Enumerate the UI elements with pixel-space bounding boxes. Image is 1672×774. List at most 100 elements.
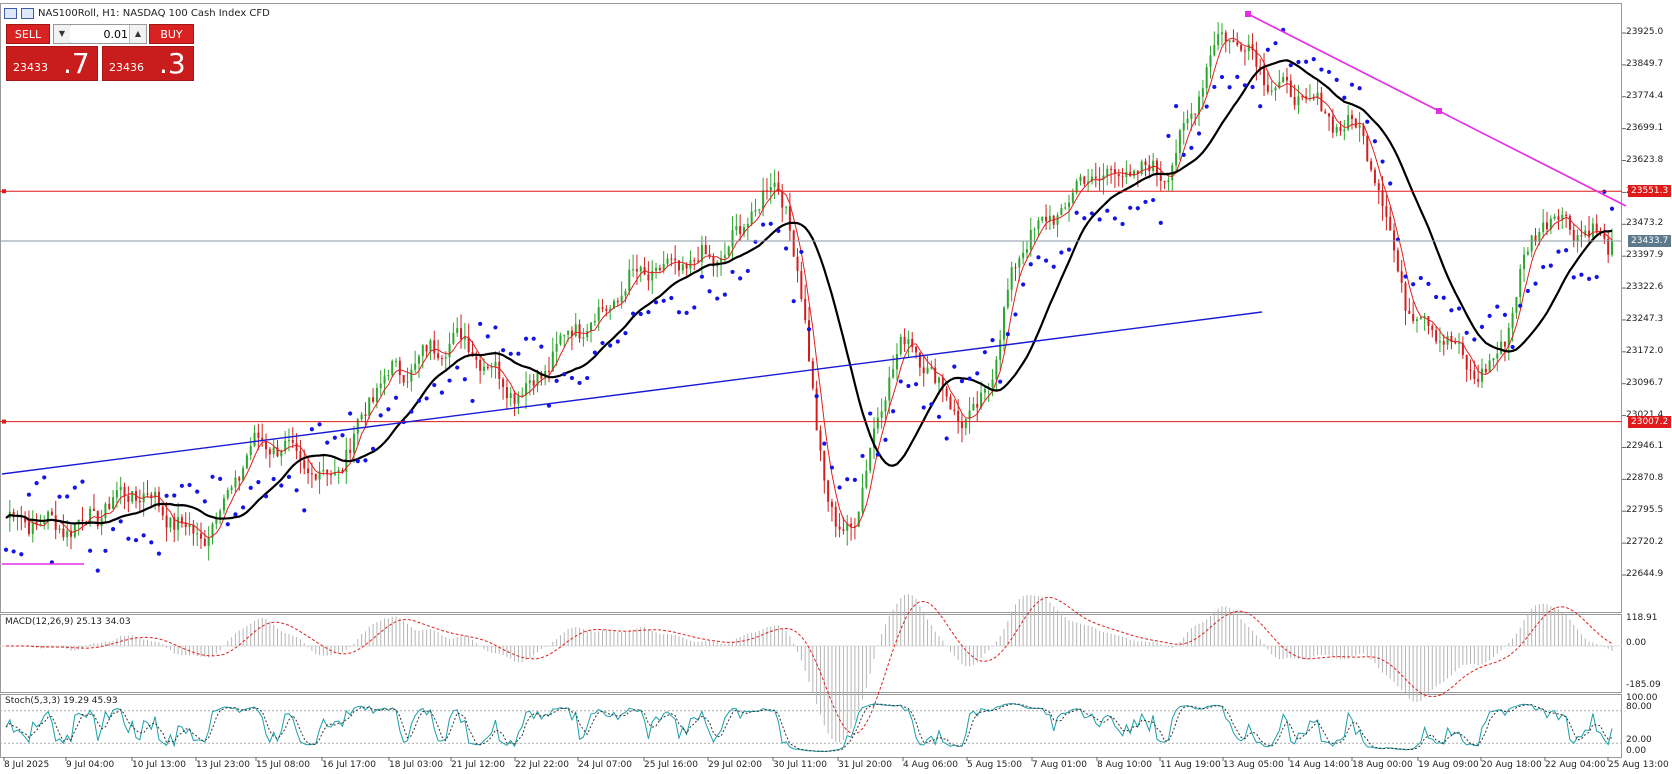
buy-button[interactable]: BUY — [149, 24, 194, 44]
sar-dot — [95, 568, 100, 573]
sar-dot — [1495, 304, 1500, 309]
sar-dot — [432, 382, 437, 388]
sar-dot — [776, 228, 781, 233]
sar-dot — [1158, 220, 1163, 225]
candle-body — [1175, 153, 1178, 166]
candle-body — [1163, 180, 1166, 183]
sar-dot — [1326, 69, 1332, 75]
candle-body — [830, 501, 833, 507]
candle-body — [222, 498, 225, 511]
sar-dot — [49, 560, 54, 565]
sar-dot — [631, 311, 636, 316]
price-tick: 22795.5 — [1626, 505, 1664, 516]
sar-dot — [684, 310, 689, 316]
candle-body — [1094, 176, 1097, 179]
chart-window-icon[interactable] — [4, 7, 17, 19]
sar-dot — [661, 298, 666, 303]
macd-pane-frame — [0, 614, 1622, 693]
candle-body — [1549, 218, 1552, 230]
sar-dot — [738, 276, 743, 281]
sar-dot — [1204, 104, 1209, 109]
candle-body — [1110, 168, 1113, 170]
price-tick: 22946.1 — [1626, 441, 1664, 452]
sar-dot — [1571, 275, 1576, 280]
price-tick: 22720.2 — [1626, 537, 1664, 548]
sar-dot — [340, 433, 345, 438]
candle-body — [666, 258, 669, 264]
bid-price-button[interactable]: 23433 .7 — [6, 46, 98, 81]
candle-body — [628, 269, 631, 292]
bid-price-main: 23433 — [13, 61, 48, 74]
candle-body — [1301, 96, 1304, 98]
candle-body — [398, 360, 401, 376]
candle-body — [165, 515, 168, 528]
sar-dot — [271, 476, 276, 482]
sar-dot — [348, 411, 353, 416]
sar-dot — [1105, 208, 1110, 213]
candle-body — [643, 267, 646, 275]
candle-body — [1350, 114, 1353, 119]
candle-body — [62, 528, 65, 538]
candle-body — [651, 270, 654, 281]
main-pane-frame — [0, 3, 1622, 613]
sar-dot — [1349, 82, 1355, 87]
candle-body — [1106, 168, 1109, 176]
candle-body — [735, 226, 738, 231]
candle-body — [502, 379, 505, 388]
lot-decrease-icon[interactable]: ▼ — [54, 25, 71, 43]
candle-body — [1400, 271, 1403, 283]
candle-body — [1263, 66, 1266, 86]
candle-body — [1217, 34, 1220, 46]
candle-body — [1431, 325, 1434, 331]
price-tick: 23774.4 — [1626, 90, 1664, 101]
candle-body — [838, 526, 841, 530]
candle-body — [712, 256, 715, 267]
sar-dot — [1166, 133, 1171, 139]
candle-body — [1289, 80, 1292, 97]
candle-body — [196, 533, 199, 535]
candle-body — [590, 322, 593, 332]
sar-dot — [1288, 63, 1293, 68]
candle-body — [70, 530, 73, 537]
candle-body — [230, 487, 233, 490]
sar-dot — [1242, 83, 1248, 88]
candle-body — [1140, 161, 1143, 174]
sar-dot — [699, 274, 705, 279]
sar-dot — [562, 372, 567, 377]
candle-body — [425, 345, 428, 352]
candle-body — [261, 437, 264, 441]
sar-dot — [1135, 206, 1140, 211]
candle-body — [173, 517, 176, 530]
candle-body — [593, 320, 596, 323]
sar-dot — [799, 249, 804, 255]
candle-body — [467, 337, 470, 353]
chart-properties-icon[interactable] — [21, 7, 34, 19]
sar-dot — [164, 493, 169, 498]
trendline-anchor — [1436, 108, 1442, 114]
candle-body — [811, 361, 814, 389]
candle-body — [804, 298, 807, 321]
lot-size-stepper[interactable]: ▼ ▲ — [53, 24, 147, 44]
candle-body — [73, 524, 76, 537]
sar-dot — [478, 321, 483, 326]
candle-body — [437, 353, 440, 359]
candle-body — [1595, 223, 1598, 233]
candle-body — [295, 442, 298, 451]
candle-body — [1167, 180, 1170, 183]
ask-price-button[interactable]: 23436 .3 — [102, 46, 194, 81]
time-tick: 13 Aug 05:00 — [1223, 760, 1284, 770]
candle-body — [1415, 319, 1418, 322]
sar-dot — [929, 402, 934, 407]
sar-dot — [363, 458, 368, 463]
candle-body — [983, 389, 986, 393]
candle-body — [486, 366, 489, 369]
lot-increase-icon[interactable]: ▲ — [129, 25, 146, 43]
candle-body — [525, 383, 528, 396]
candle-body — [169, 517, 172, 528]
sar-dot — [233, 512, 238, 517]
candle-body — [131, 491, 134, 502]
sar-dot — [149, 540, 154, 545]
lot-size-input[interactable] — [70, 26, 128, 42]
sell-button[interactable]: SELL — [6, 24, 50, 44]
